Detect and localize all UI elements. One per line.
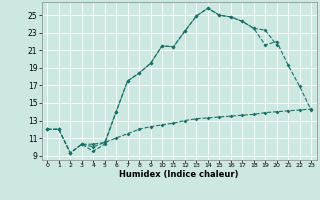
X-axis label: Humidex (Indice chaleur): Humidex (Indice chaleur) xyxy=(119,170,239,179)
